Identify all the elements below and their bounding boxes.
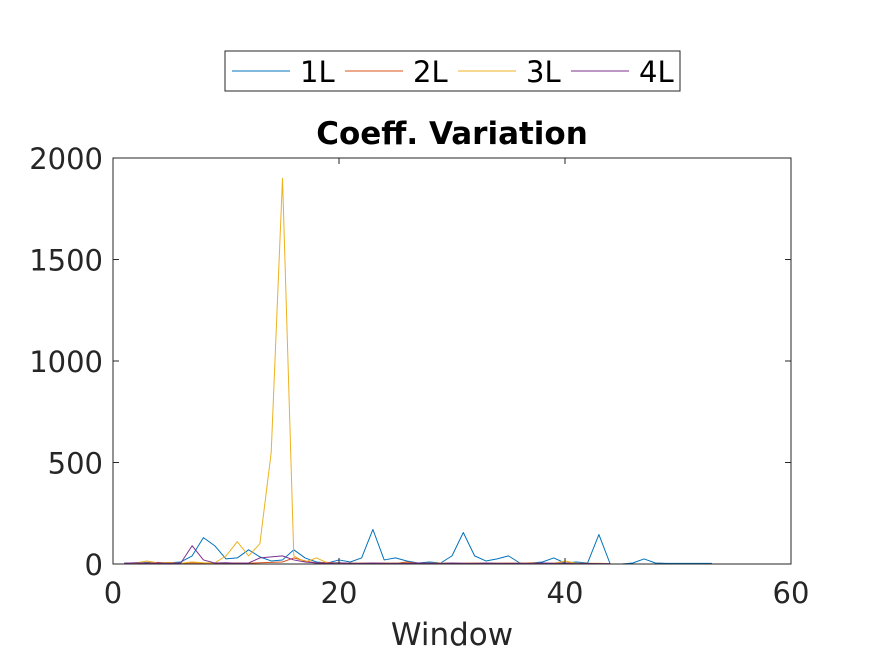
y-tick-label: 0	[85, 548, 103, 582]
y-tick-label: 1000	[29, 345, 103, 379]
legend-label: 2L	[413, 55, 448, 89]
chart-title: Coeff. Variation	[316, 116, 588, 152]
y-tick-label: 2000	[29, 142, 103, 176]
y-tick-label: 500	[48, 447, 103, 481]
legend-label: 4L	[639, 55, 674, 89]
y-tick-label: 1500	[29, 244, 103, 278]
x-axis-label: Window	[391, 617, 513, 653]
axes-background	[113, 158, 791, 564]
x-tick-label: 60	[773, 576, 810, 610]
legend: 1L 2L 3L 4L	[224, 50, 681, 92]
x-tick-label: 0	[104, 576, 122, 610]
series-line-4L	[124, 545, 611, 565]
legend-label: 1L	[300, 55, 335, 89]
x-tick-label: 40	[547, 576, 584, 610]
x-tick-label: 20	[321, 576, 358, 610]
legend-label: 3L	[526, 55, 561, 89]
axes-frame	[112, 157, 792, 565]
